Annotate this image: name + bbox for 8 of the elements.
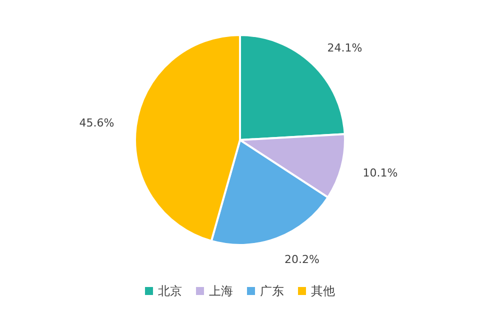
legend-label: 其他 xyxy=(311,284,335,298)
legend-label: 北京 xyxy=(158,284,182,298)
legend-label: 广东 xyxy=(260,284,284,298)
data-label: 45.6% xyxy=(79,116,114,130)
data-label: 20.2% xyxy=(284,252,320,266)
data-label: 24.1% xyxy=(327,42,362,55)
legend-label: 上海 xyxy=(209,284,233,298)
data-label: 10.1% xyxy=(362,166,398,180)
